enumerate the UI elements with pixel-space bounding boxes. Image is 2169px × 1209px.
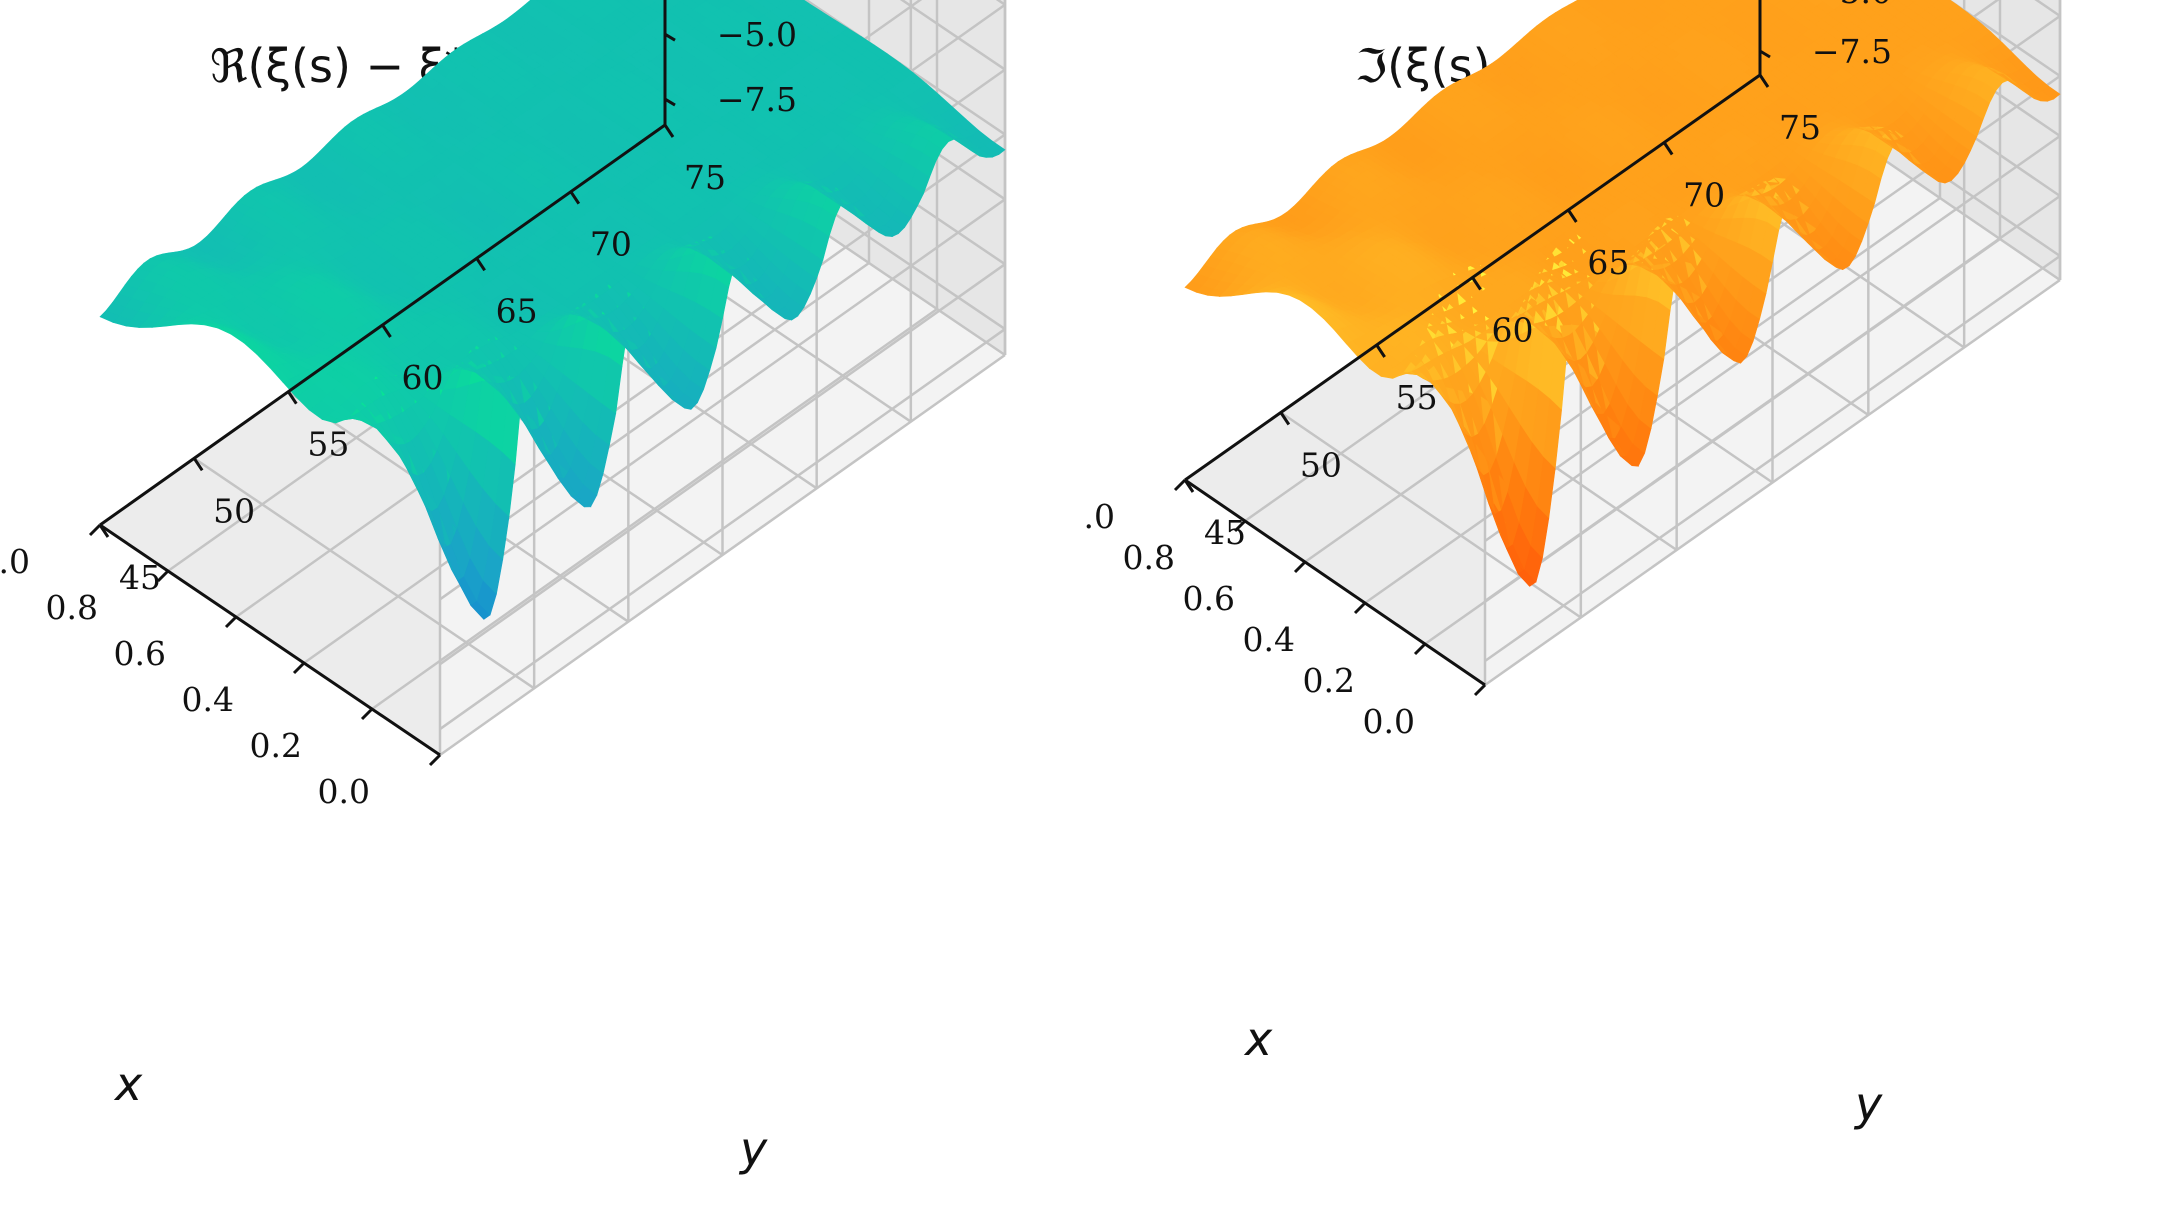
x-axis-label: x xyxy=(1243,1012,1273,1066)
surface-patch xyxy=(1619,0,1627,3)
y-tick-label: 70 xyxy=(590,225,632,264)
y-tick-label: 65 xyxy=(1587,243,1629,282)
x-tick-label: 0.6 xyxy=(1183,579,1235,618)
y-tick-label: 55 xyxy=(1396,378,1438,417)
surface-patch xyxy=(1751,0,1761,4)
x-tick-mark xyxy=(1353,601,1367,615)
x-tick-mark xyxy=(88,523,102,537)
x-tick-label: 1.0 xyxy=(1085,497,1115,536)
x-tick-mark xyxy=(224,615,238,629)
grid-back-z xyxy=(1484,194,2061,603)
surface-patch xyxy=(651,0,659,3)
surface-patch xyxy=(1793,0,1804,4)
x-tick-label: 0.6 xyxy=(114,634,166,673)
y-tick-label: 75 xyxy=(1779,108,1821,147)
grid-side-z xyxy=(804,0,1006,136)
x-tick-label: 0.2 xyxy=(1303,661,1355,700)
x-tick-mark xyxy=(1233,519,1247,533)
y-tick-mark xyxy=(663,124,675,138)
surface-patch xyxy=(753,0,762,3)
x-tick-label: 0.4 xyxy=(182,680,234,719)
x-tick-label: 1.0 xyxy=(0,542,30,581)
y-tick-label: 70 xyxy=(1683,176,1725,215)
x-tick-label: 0.8 xyxy=(1123,538,1175,577)
y-tick-mark xyxy=(1662,141,1674,156)
y-tick-label: 60 xyxy=(402,358,444,397)
z-tick-mark xyxy=(1759,49,1771,59)
y-tick-mark xyxy=(381,324,392,338)
x-tick-mark xyxy=(360,707,374,721)
y-tick-label: 45 xyxy=(1204,513,1246,552)
x-tick-mark xyxy=(1473,683,1487,697)
tick-labels: 0.00.20.40.60.81.0455055606570757.55.02.… xyxy=(0,15,797,811)
x-tick-mark xyxy=(1173,478,1187,492)
y-tick-mark xyxy=(569,190,581,205)
imaginary-part-chart: ℑ(ξ(s) − ξ*(s)) * 1012 0.00.20.40.60.81.… xyxy=(1085,0,2169,1209)
y-tick-mark xyxy=(1471,276,1482,291)
y-tick-mark xyxy=(1375,344,1386,358)
y-axis-label: y xyxy=(1853,1077,1883,1131)
z-tick-mark xyxy=(664,32,676,42)
x-tick-label: 0.0 xyxy=(318,772,370,811)
y-tick-mark xyxy=(98,524,110,538)
y-tick-mark xyxy=(475,257,486,272)
y-tick-mark xyxy=(1183,479,1195,493)
surface-patch xyxy=(1909,0,1918,3)
y-tick-label: 55 xyxy=(307,425,349,464)
y-tick-mark xyxy=(1279,411,1291,426)
grid-back-z xyxy=(1484,134,2061,543)
x-tick-label: 0.0 xyxy=(1363,702,1415,741)
surface-patch xyxy=(985,140,1006,155)
grid-back-z xyxy=(439,263,1006,666)
x-axis-line xyxy=(1184,478,1486,687)
x-tick-mark xyxy=(156,569,170,583)
x-tick-label: 0.8 xyxy=(46,588,98,627)
y-tick-label: 65 xyxy=(496,291,538,330)
surface-patch xyxy=(677,0,684,3)
y-tick-label: 75 xyxy=(684,158,726,197)
x-tick-label: 0.2 xyxy=(250,726,302,765)
y-tick-label: 50 xyxy=(213,491,255,530)
grid-side-z xyxy=(899,0,1006,71)
y-tick-mark xyxy=(287,390,298,405)
y-axis-label: y xyxy=(738,1122,768,1176)
x-tick-mark xyxy=(1413,642,1427,656)
z-tick-label: −5.0 xyxy=(717,15,797,54)
z-tick-label: −5.0 xyxy=(1812,0,1892,11)
grid-back-z xyxy=(1484,254,2061,663)
y-tick-mark xyxy=(1758,74,1770,88)
x-tick-label: 0.4 xyxy=(1243,620,1295,659)
x-tick-mark xyxy=(428,753,442,767)
surface-patch xyxy=(1661,0,1669,3)
surface-patch xyxy=(2041,85,2061,100)
y-tick-label: 45 xyxy=(119,558,161,597)
axes xyxy=(88,0,676,767)
y-tick-label: 50 xyxy=(1300,446,1342,485)
surface-patch xyxy=(1594,0,1604,3)
z-tick-label: −7.5 xyxy=(717,80,797,119)
z-tick-label: −7.5 xyxy=(1812,32,1892,71)
real-part-chart: ℜ(ξ(s) − ξ*(s)) * 1012 0.00.20.40.60.81.… xyxy=(0,0,1084,1209)
x-tick-mark xyxy=(292,661,306,675)
real-part-plot: ℜ(ξ(s) − ξ*(s)) * 1012 0.00.20.40.60.81.… xyxy=(0,0,1007,1176)
imaginary-part-plot: ℑ(ξ(s) − ξ*(s)) * 1012 0.00.20.40.60.81.… xyxy=(1085,0,2062,1131)
axes xyxy=(1173,0,1771,697)
surface xyxy=(99,0,1006,620)
x-tick-mark xyxy=(1293,560,1307,574)
y-tick-label: 60 xyxy=(1492,311,1534,350)
y-tick-mark xyxy=(1567,209,1578,223)
x-axis-label: x xyxy=(113,1057,143,1111)
z-tick-mark xyxy=(664,97,676,107)
grid-back-z xyxy=(439,328,1006,731)
y-tick-mark xyxy=(192,457,204,472)
grid-side-z xyxy=(1946,0,2061,78)
tick-labels: 0.00.20.40.60.81.04550556065707510.07.55… xyxy=(1085,0,1892,741)
grid-floor-y xyxy=(193,457,535,690)
x-axis-line xyxy=(99,523,441,757)
